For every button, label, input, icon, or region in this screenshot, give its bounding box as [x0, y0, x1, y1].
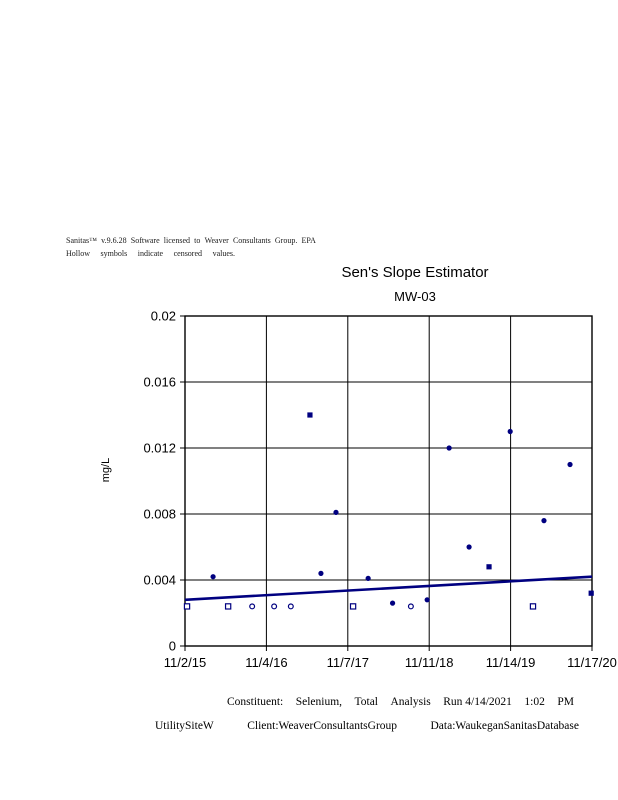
data-point-detected — [307, 412, 313, 418]
credits-word: Sanitas™ — [66, 236, 97, 245]
note-word: Hollow — [66, 249, 90, 258]
footer-word: PM — [557, 696, 574, 708]
data-point-detected — [507, 428, 513, 435]
footer-word: Selenium, — [295, 696, 343, 708]
note-word: indicate — [137, 249, 164, 258]
data-point-censored — [407, 603, 414, 610]
footer-word: Analysis — [390, 696, 431, 708]
note-word: censored — [173, 249, 203, 258]
y-tick-label: 0.02 — [151, 309, 176, 324]
data-point-detected — [567, 461, 573, 468]
data-point-detected — [466, 544, 472, 550]
software-credits: Sanitas™ v.9.6.28 Software licensed to W… — [66, 235, 316, 260]
credits-word: EPA — [301, 236, 316, 245]
data-point-detected — [588, 590, 594, 596]
credits-word: Weaver — [204, 236, 229, 245]
credits-word: to — [194, 236, 201, 245]
note-word: values. — [212, 249, 235, 258]
footer-word: Run 4/14/2021 — [443, 696, 512, 708]
y-tick-label: 0.016 — [143, 375, 176, 390]
site-name: UtilitySiteW — [155, 720, 214, 732]
y-tick-label: 0 — [169, 639, 176, 654]
data-point-detected — [210, 574, 216, 580]
data-point-detected — [365, 575, 371, 581]
client-name: Client:WeaverConsultantsGroup — [247, 720, 398, 732]
data-point-detected — [333, 509, 339, 515]
credits-word: Group. — [274, 236, 298, 245]
credits-word: Software — [130, 236, 160, 245]
credits-line1: Sanitas™ v.9.6.28 Software licensed to W… — [66, 235, 316, 247]
sens-trend-line — [184, 575, 593, 602]
x-tick-label: 11/14/19 — [486, 655, 536, 670]
plot-border — [184, 315, 593, 647]
y-tick-label: 0.004 — [143, 573, 176, 588]
analysis-run-line: Constituent: Selenium, Total Analysis Ru… — [227, 696, 574, 708]
data-point-censored — [529, 603, 537, 610]
x-tick-label: 11/2/15 — [164, 655, 206, 670]
chart-subtitle-well-id: MW-03 — [394, 289, 436, 304]
y-tick-label: 0.012 — [143, 441, 176, 456]
site-client-data-line: UtilitySiteW Client:WeaverConsultantsGro… — [155, 720, 579, 732]
note-word: symbols — [100, 249, 128, 258]
data-point-detected — [486, 564, 492, 570]
data-point-detected — [389, 600, 396, 606]
x-tick-label: 11/17/20 — [567, 655, 617, 670]
data-point-detected — [424, 597, 430, 603]
y-tick-label: 0.008 — [143, 507, 176, 522]
footer-word: Total — [354, 696, 378, 708]
x-tick-label: 11/7/17 — [327, 655, 369, 670]
data-point-detected — [446, 445, 452, 451]
data-source: Data:WaukeganSanitasDatabase — [430, 720, 579, 732]
data-point-censored — [287, 603, 294, 610]
data-point-censored — [224, 603, 232, 610]
data-point-detected — [318, 570, 324, 577]
credits-word: Consultants — [232, 236, 271, 245]
credits-word: v.9.6.28 — [101, 236, 127, 245]
censored-note-line: Hollow symbols indicate censored values. — [66, 248, 235, 260]
footer-word: Constituent: — [227, 696, 284, 708]
footer-word: 1:02 — [524, 696, 545, 708]
data-point-censored — [349, 603, 357, 610]
x-tick-label: 11/11/18 — [405, 655, 454, 670]
x-tick-label: 11/4/16 — [245, 655, 287, 670]
data-point-detected — [541, 518, 547, 524]
data-point-censored — [249, 603, 256, 610]
data-point-censored — [271, 603, 278, 610]
credits-word: licensed — [163, 236, 191, 245]
data-point-censored — [183, 603, 191, 610]
chart-title: Sen's Slope Estimator — [341, 264, 489, 281]
